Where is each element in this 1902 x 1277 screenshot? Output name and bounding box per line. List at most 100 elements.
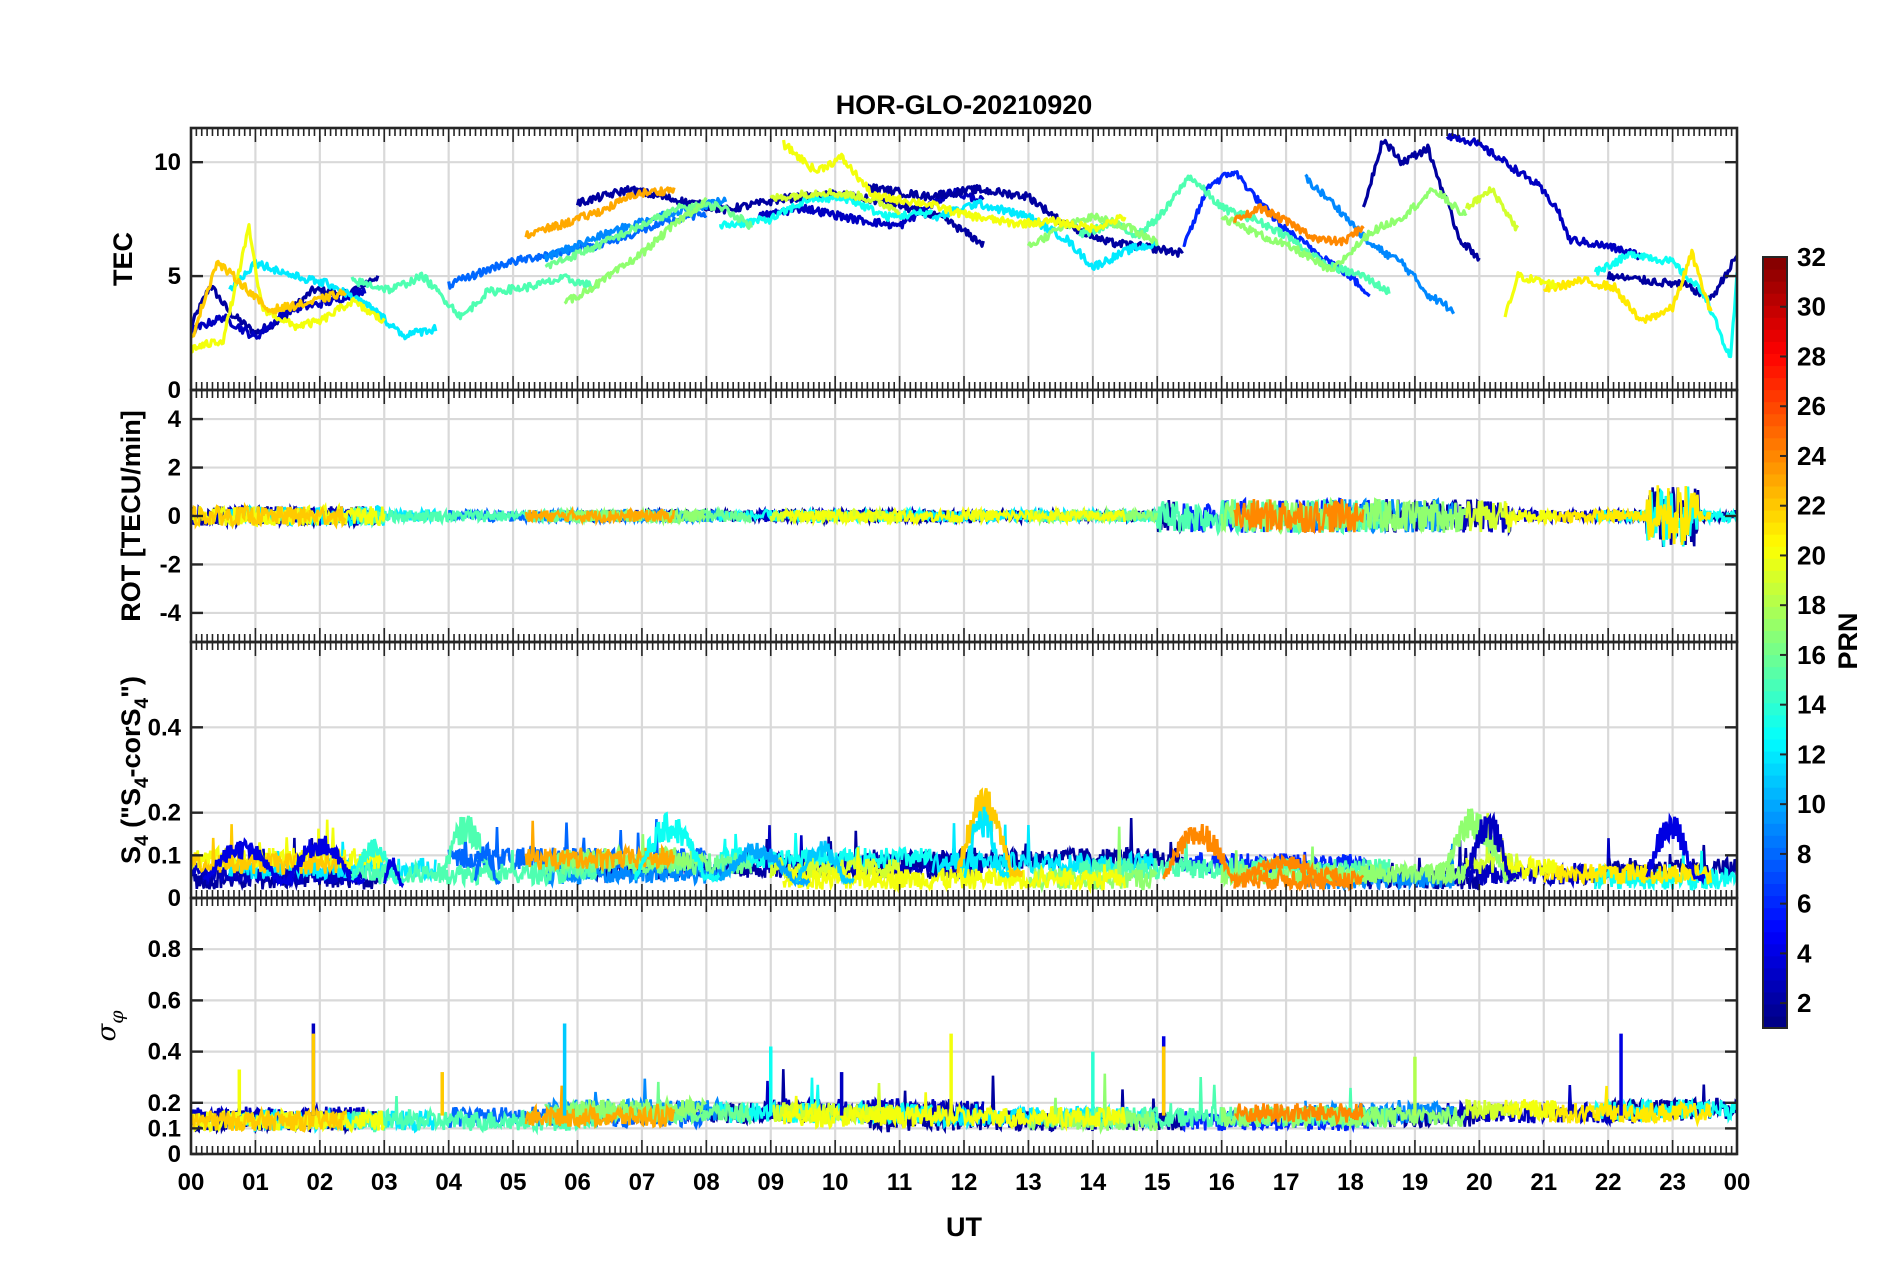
colorbar-segment	[1763, 871, 1787, 885]
y-tick-label-sigma: 0.6	[148, 987, 181, 1014]
colorbar-segment	[1763, 907, 1787, 921]
s4-series-prn-19	[1465, 812, 1519, 875]
colorbar-segment	[1763, 811, 1787, 824]
y-label-sigma-main: σ	[92, 1023, 122, 1042]
colorbar-tick-label: 20	[1797, 540, 1826, 570]
colorbar-segment	[1763, 895, 1787, 909]
y-label-tec: TEC	[108, 232, 138, 286]
tec-series-prn-17	[563, 196, 708, 305]
y-label-sigma: σφ	[92, 1010, 128, 1042]
y-tick-label-sigma: 0.4	[148, 1039, 182, 1066]
colorbar-segment	[1763, 293, 1787, 306]
y-label-s4-mid: ("S	[116, 788, 146, 835]
colorbar-segment	[1763, 317, 1787, 330]
x-tick-label: 20	[1466, 1169, 1493, 1196]
y-tick-label-sigma: 0.2	[148, 1090, 181, 1117]
y-tick-label-s4: 0.4	[148, 714, 182, 741]
x-tick-label: 04	[435, 1169, 462, 1196]
rot-series-prn-23	[524, 505, 676, 527]
colorbar-tick-label: 4	[1797, 938, 1812, 968]
tec-series-prn-21	[1542, 248, 1713, 324]
tec-series-prn-24	[1232, 203, 1365, 247]
tec-series-prn-2	[1606, 254, 1737, 301]
sigma-series-prn-21	[1542, 1085, 1713, 1128]
tec-series-prn-20	[782, 139, 1127, 233]
x-tick-label: 21	[1530, 1169, 1557, 1196]
colorbar-segment	[1763, 654, 1787, 668]
colorbar-segment	[1763, 967, 1787, 981]
s4-series-prn-4	[382, 857, 405, 889]
x-tick-label: 06	[564, 1169, 591, 1196]
y-label-sigma-sub: φ	[106, 1010, 128, 1024]
s4-series-prn-17	[1439, 808, 1519, 885]
s4-series-prn-22	[956, 787, 1024, 878]
chart-title: HOR-GLO-20210920	[836, 90, 1093, 120]
x-tick-label: 10	[822, 1169, 849, 1196]
tec-series-prn-12	[228, 258, 438, 341]
s4-series-prn-24	[1162, 823, 1249, 884]
y-tick-label-rot: 4	[168, 406, 182, 433]
colorbar-segment	[1763, 859, 1787, 872]
x-tick-label: 18	[1337, 1169, 1364, 1196]
colorbar-tick-label: 12	[1797, 739, 1826, 769]
tec-series-prn-6	[1182, 170, 1371, 298]
colorbar-segment	[1763, 437, 1787, 451]
colorbar-segment	[1763, 750, 1787, 764]
y-tick-label-rot: -2	[160, 551, 181, 578]
x-tick-label: 08	[693, 1169, 720, 1196]
data-series	[191, 132, 1737, 1136]
colorbar-segment	[1763, 775, 1787, 788]
colorbar-frame	[1762, 256, 1788, 1029]
tec-series-prn-20	[191, 223, 386, 354]
x-tick-label: 00	[178, 1169, 205, 1196]
tec-series-prn-20	[1503, 271, 1559, 318]
colorbar-segment	[1763, 473, 1787, 487]
colorbar-segment	[1763, 702, 1787, 716]
y-label-s4-sub3: 4	[132, 697, 153, 708]
x-tick-label: 02	[306, 1169, 333, 1196]
colorbar-tick-label: 26	[1797, 391, 1826, 421]
colorbar-segment	[1763, 485, 1787, 499]
colorbar-segment	[1763, 329, 1787, 342]
sigma-series-prn-24	[1234, 1102, 1365, 1126]
colorbar-segment	[1763, 401, 1787, 415]
colorbar-segment	[1763, 582, 1787, 595]
colorbar-segment	[1763, 714, 1787, 728]
colorbar-tick-label: 22	[1797, 491, 1826, 521]
axis-labels: HOR-GLO-20210920 UT TEC ROT [TECU/min] S…	[92, 90, 1863, 1242]
x-tick-label: 14	[1079, 1169, 1106, 1196]
colorbar-segment	[1763, 630, 1787, 644]
x-tick-label: 09	[757, 1169, 784, 1196]
colorbar-tick-label: 8	[1797, 839, 1811, 869]
y-tick-label-tec: 10	[154, 149, 181, 176]
sigma-series-prn-23	[524, 1085, 676, 1130]
sigma-series-prn-15	[350, 1096, 598, 1136]
colorbar-segment	[1763, 534, 1787, 547]
x-axis-label: UT	[946, 1212, 982, 1242]
colorbar-segment	[1763, 931, 1787, 945]
colorbar-segment	[1763, 847, 1787, 860]
colorbar-segment	[1763, 823, 1787, 836]
y-label-s4-main: S	[116, 846, 146, 864]
y-label-s4-mid2: -corS	[116, 708, 146, 777]
y-tick-label-s4: 0.2	[148, 800, 181, 827]
colorbar-segment	[1763, 955, 1787, 969]
s4-series-prn-21	[1543, 861, 1713, 886]
y-tick-label-sigma: 0.8	[148, 936, 181, 963]
sigma-series-prn-19	[1465, 1099, 1519, 1121]
rot-series-prn-22	[191, 501, 347, 530]
colorbar-segment	[1763, 726, 1787, 740]
x-tick-label: 17	[1273, 1169, 1300, 1196]
sigma-series-prn-6	[1182, 1108, 1371, 1134]
colorbar-tick-label: 14	[1797, 690, 1826, 720]
colorbar-tick-label: 32	[1797, 242, 1826, 272]
colorbar-segment	[1763, 991, 1787, 1005]
tec-series-prn-12	[931, 198, 1158, 271]
colorbar-segment	[1763, 883, 1787, 897]
s4-series-prn-10	[717, 842, 811, 888]
x-tick-label: 00	[1724, 1169, 1751, 1196]
colorbar-segment	[1763, 1015, 1787, 1029]
colorbar-segment	[1763, 413, 1787, 427]
colorbar-segment	[1763, 425, 1787, 439]
